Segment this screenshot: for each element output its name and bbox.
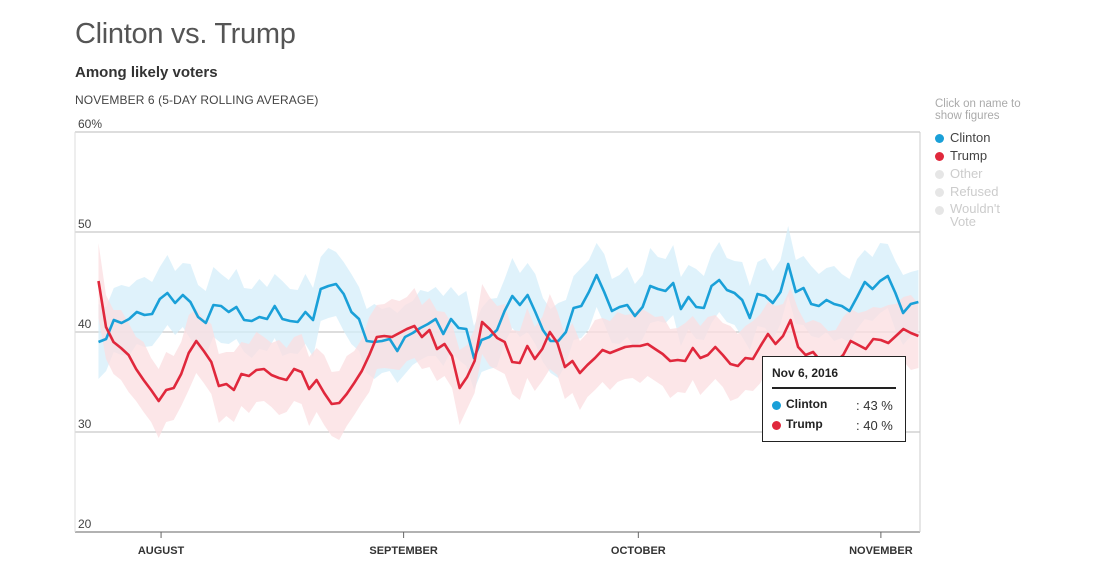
legend-item-clinton[interactable]: Clinton bbox=[935, 130, 1035, 148]
chart-subtitle: Among likely voters bbox=[75, 64, 218, 81]
legend-dot-icon bbox=[935, 206, 944, 215]
trump-dot-icon bbox=[772, 421, 781, 430]
y-tick-label: 50 bbox=[78, 217, 92, 231]
legend-item-wouldn-t-vote[interactable]: Wouldn't Vote bbox=[935, 202, 1035, 232]
legend-label: Wouldn't Vote bbox=[950, 201, 1000, 229]
tooltip-series-value: : 43 % bbox=[856, 398, 893, 413]
x-tick-label: SEPTEMBER bbox=[369, 545, 438, 557]
tooltip-row-clinton: Clinton : 43 % bbox=[772, 397, 898, 413]
legend-label: Refused bbox=[950, 184, 999, 199]
legend-dot-icon bbox=[935, 188, 944, 197]
y-tick-label: 20 bbox=[78, 517, 92, 531]
legend-items: Clinton Trump Other Refused Wouldn't Vote bbox=[935, 130, 1035, 232]
legend-dot-icon bbox=[935, 170, 944, 179]
x-tick-label: OCTOBER bbox=[611, 545, 666, 557]
legend-label: Trump bbox=[950, 148, 988, 163]
trump-series-line[interactable] bbox=[97, 280, 919, 406]
tooltip-date: Nov 6, 2016 bbox=[772, 366, 839, 380]
tooltip-row-trump: Trump : 40 % bbox=[772, 417, 898, 433]
y-tick-label: 60% bbox=[78, 117, 102, 131]
trump-confidence-band bbox=[98, 243, 919, 440]
hover-tooltip: Nov 6, 2016 Clinton : 43 % Trump : 40 % bbox=[762, 356, 906, 442]
tooltip-series-name: Trump bbox=[786, 417, 823, 431]
tooltip-series-value: : 40 % bbox=[856, 418, 893, 433]
y-tick-label: 40 bbox=[78, 317, 92, 331]
chart-title: Clinton vs. Trump bbox=[75, 18, 296, 50]
x-tick-label: AUGUST bbox=[138, 545, 185, 557]
legend-dot-icon bbox=[935, 152, 944, 161]
legend: Click on name to show figures Clinton Tru… bbox=[935, 98, 1035, 232]
y-tick-label: 30 bbox=[78, 417, 92, 431]
legend-dot-icon bbox=[935, 134, 944, 143]
legend-label: Other bbox=[950, 166, 983, 181]
clinton-confidence-band bbox=[98, 226, 919, 390]
legend-item-refused[interactable]: Refused bbox=[935, 184, 1035, 202]
clinton-dot-icon bbox=[772, 401, 781, 410]
clinton-series-line[interactable] bbox=[98, 262, 919, 360]
legend-label: Clinton bbox=[950, 130, 991, 145]
legend-hint: Click on name to show figures bbox=[935, 98, 1021, 122]
x-tick-label: NOVEMBER bbox=[849, 545, 913, 557]
legend-item-trump[interactable]: Trump bbox=[935, 148, 1035, 166]
tooltip-series-name: Clinton bbox=[786, 397, 828, 411]
legend-item-other[interactable]: Other bbox=[935, 166, 1035, 184]
tooltip-divider bbox=[772, 387, 896, 389]
date-note: NOVEMBER 6 (5-DAY ROLLING AVERAGE) bbox=[75, 93, 319, 107]
